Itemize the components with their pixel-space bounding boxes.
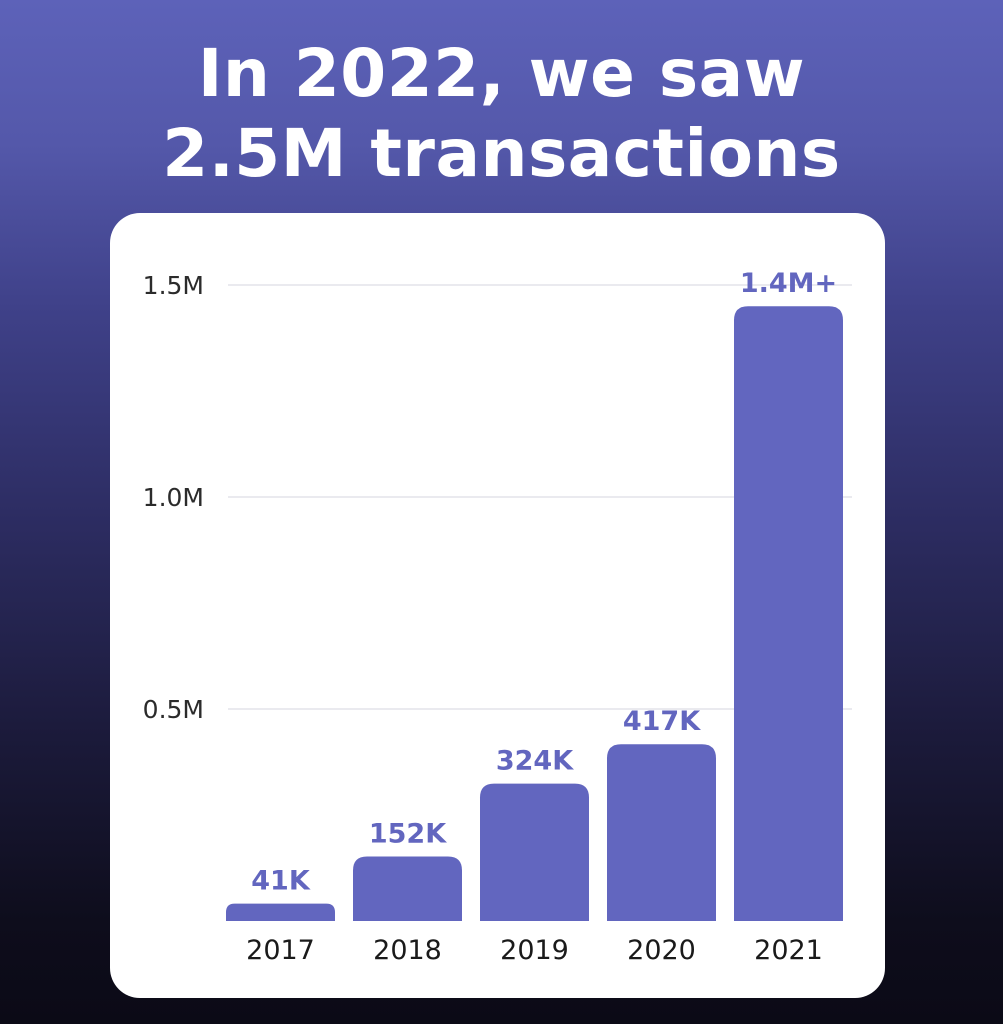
- bar-2021: [734, 306, 843, 921]
- bar-2019: [480, 783, 589, 921]
- headline-line-1: In 2022, we saw: [197, 35, 806, 112]
- data-label-2021: 1.4M+: [740, 268, 837, 299]
- headline-line-2: 2.5M transactions: [162, 115, 841, 192]
- data-label-2019: 324K: [496, 746, 574, 777]
- bars: [226, 306, 843, 921]
- y-axis-ticks: 0.5M 1.0M 1.5M: [143, 271, 204, 724]
- headline: In 2022, we saw 2.5M transactions: [0, 34, 1003, 194]
- chart-card: 0.5M 1.0M 1.5M 41K 152K 324K 417K 1.4M+ 2017 20…: [110, 213, 885, 998]
- x-tick-label: 2019: [500, 935, 569, 966]
- x-tick-label: 2021: [754, 935, 823, 966]
- bar-2020: [607, 744, 716, 921]
- y-tick-label: 0.5M: [143, 695, 204, 724]
- data-labels: 41K 152K 324K 417K 1.4M+: [251, 268, 837, 896]
- x-tick-label: 2018: [373, 935, 442, 966]
- data-label-2017: 41K: [251, 866, 311, 897]
- data-label-2018: 152K: [369, 819, 447, 850]
- x-tick-label: 2017: [246, 935, 315, 966]
- y-tick-label: 1.5M: [143, 271, 204, 300]
- data-label-2020: 417K: [623, 706, 701, 737]
- bar-2017: [226, 903, 335, 921]
- y-tick-label: 1.0M: [143, 483, 204, 512]
- x-axis-ticks: 2017 2018 2019 2020 2021: [246, 935, 823, 966]
- x-tick-label: 2020: [627, 935, 696, 966]
- bar-2018: [353, 856, 462, 921]
